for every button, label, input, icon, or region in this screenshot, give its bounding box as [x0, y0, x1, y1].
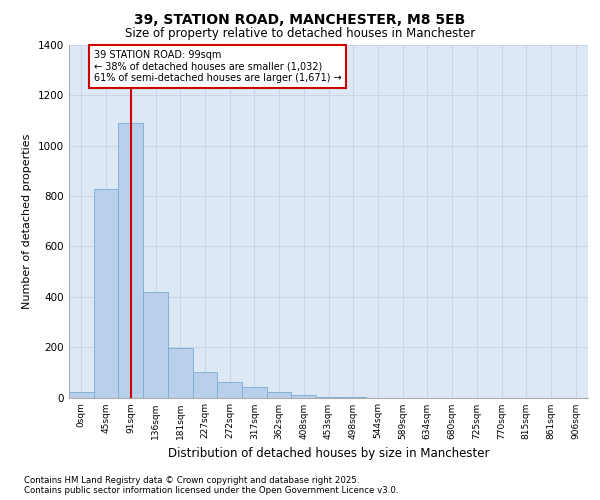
Bar [316, 396, 341, 398]
Bar [118, 123, 143, 398]
Bar [168, 348, 193, 398]
Bar [94, 188, 118, 398]
Bar [69, 392, 94, 398]
Bar [267, 392, 292, 398]
Bar [292, 395, 316, 398]
X-axis label: Distribution of detached houses by size in Manchester: Distribution of detached houses by size … [168, 447, 489, 460]
Text: Contains public sector information licensed under the Open Government Licence v3: Contains public sector information licen… [24, 486, 398, 495]
Text: 39 STATION ROAD: 99sqm
← 38% of detached houses are smaller (1,032)
61% of semi-: 39 STATION ROAD: 99sqm ← 38% of detached… [94, 50, 341, 84]
Text: Contains HM Land Registry data © Crown copyright and database right 2025.: Contains HM Land Registry data © Crown c… [24, 476, 359, 485]
Bar [242, 388, 267, 398]
Bar [143, 292, 168, 398]
Text: 39, STATION ROAD, MANCHESTER, M8 5EB: 39, STATION ROAD, MANCHESTER, M8 5EB [134, 12, 466, 26]
Y-axis label: Number of detached properties: Number of detached properties [22, 134, 32, 309]
Bar [217, 382, 242, 398]
Text: Size of property relative to detached houses in Manchester: Size of property relative to detached ho… [125, 28, 475, 40]
Bar [193, 372, 217, 398]
